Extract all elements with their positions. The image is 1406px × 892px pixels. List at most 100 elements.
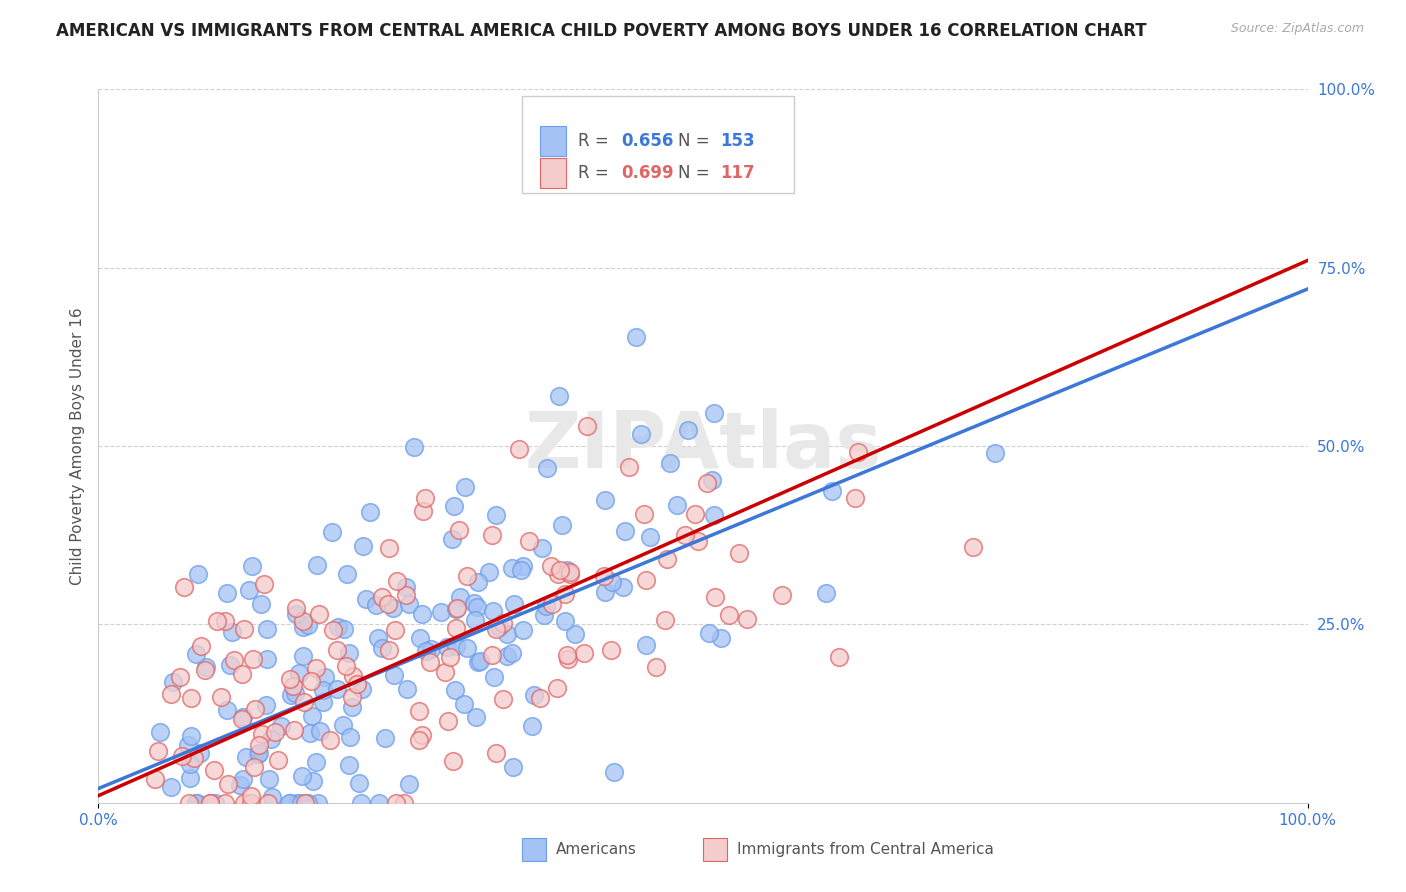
- Point: [443, 499, 465, 513]
- Point: [529, 690, 551, 705]
- Point: [367, 631, 389, 645]
- Point: [243, 760, 266, 774]
- Point: [169, 670, 191, 684]
- Point: [284, 686, 307, 700]
- Point: [214, 796, 236, 810]
- Point: [312, 682, 335, 697]
- Point: [309, 723, 332, 738]
- Point: [256, 622, 278, 636]
- Point: [654, 613, 676, 627]
- Point: [548, 562, 571, 576]
- Point: [240, 558, 263, 573]
- Bar: [703, 838, 727, 861]
- Point: [557, 652, 579, 666]
- Point: [335, 659, 357, 673]
- Point: [626, 330, 648, 344]
- Text: Source: ZipAtlas.com: Source: ZipAtlas.com: [1230, 22, 1364, 36]
- Point: [564, 626, 586, 640]
- Point: [481, 648, 503, 663]
- Point: [305, 558, 328, 572]
- Point: [359, 505, 381, 519]
- Point: [444, 639, 467, 653]
- Point: [305, 661, 328, 675]
- Point: [222, 652, 245, 666]
- Point: [218, 658, 240, 673]
- Point: [636, 573, 658, 587]
- Point: [302, 773, 325, 788]
- Point: [411, 607, 433, 621]
- Point: [291, 770, 314, 784]
- Point: [253, 576, 276, 591]
- Point: [325, 682, 347, 697]
- Point: [419, 655, 441, 669]
- Point: [247, 746, 270, 760]
- Point: [257, 772, 280, 787]
- Point: [512, 558, 534, 573]
- Point: [214, 614, 236, 628]
- Point: [179, 771, 201, 785]
- Point: [354, 592, 377, 607]
- Point: [613, 524, 636, 538]
- Point: [159, 688, 181, 702]
- Point: [696, 475, 718, 490]
- Point: [700, 473, 723, 487]
- Point: [332, 718, 354, 732]
- Point: [551, 518, 574, 533]
- Point: [470, 654, 492, 668]
- Point: [270, 719, 292, 733]
- Point: [190, 640, 212, 654]
- Point: [254, 698, 277, 713]
- Point: [233, 623, 256, 637]
- Point: [547, 566, 569, 581]
- Point: [176, 738, 198, 752]
- Point: [301, 709, 323, 723]
- Point: [510, 563, 533, 577]
- Point: [602, 575, 624, 590]
- Point: [339, 730, 361, 744]
- Point: [149, 724, 172, 739]
- Point: [232, 772, 254, 786]
- Point: [340, 690, 363, 704]
- Point: [377, 598, 399, 612]
- Point: [285, 607, 308, 621]
- Point: [194, 663, 217, 677]
- Text: N =: N =: [678, 164, 714, 182]
- Bar: [540, 159, 567, 188]
- Point: [984, 446, 1007, 460]
- Point: [437, 714, 460, 729]
- Point: [463, 596, 485, 610]
- Point: [385, 796, 408, 810]
- Point: [350, 796, 373, 810]
- Point: [384, 624, 406, 638]
- Point: [285, 796, 308, 810]
- Point: [260, 731, 283, 746]
- Point: [555, 563, 578, 577]
- Point: [464, 710, 486, 724]
- Point: [554, 614, 576, 628]
- Point: [283, 679, 305, 693]
- Point: [408, 733, 430, 747]
- Point: [673, 528, 696, 542]
- Point: [496, 648, 519, 663]
- Point: [173, 580, 195, 594]
- Point: [394, 796, 416, 810]
- Point: [188, 746, 211, 760]
- Point: [593, 492, 616, 507]
- Point: [728, 546, 751, 560]
- Point: [221, 624, 243, 639]
- Point: [484, 670, 506, 684]
- Point: [717, 608, 740, 623]
- Point: [382, 668, 405, 682]
- Point: [240, 796, 263, 810]
- Point: [263, 725, 285, 739]
- Point: [456, 569, 478, 583]
- Point: [441, 754, 464, 768]
- Point: [186, 796, 208, 810]
- Point: [634, 638, 657, 652]
- Point: [160, 780, 183, 794]
- Point: [368, 796, 391, 810]
- Point: [184, 796, 207, 810]
- Point: [179, 756, 201, 771]
- Point: [231, 713, 253, 727]
- Point: [555, 648, 578, 662]
